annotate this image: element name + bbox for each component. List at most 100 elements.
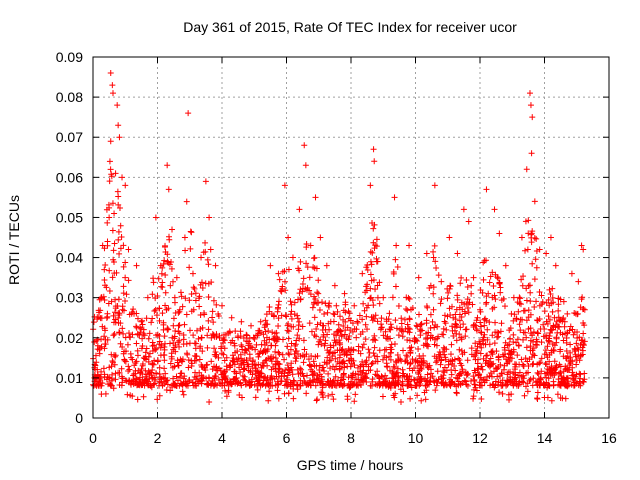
roti-point: [439, 331, 446, 338]
roti-point: [91, 339, 98, 346]
roti-point: [371, 353, 378, 360]
x-tick-label: 4: [218, 430, 226, 446]
roti-point: [423, 360, 430, 367]
roti-point: [218, 350, 225, 357]
roti-point: [355, 343, 362, 350]
roti-point: [581, 306, 588, 313]
roti-point: [452, 321, 459, 328]
roti-point: [509, 380, 516, 387]
roti-point: [440, 382, 447, 389]
roti-point: [333, 363, 340, 370]
roti-point: [386, 353, 393, 360]
roti-point: [107, 138, 114, 145]
roti-point: [405, 378, 412, 385]
roti-point: [109, 357, 116, 364]
roti-point: [288, 315, 295, 322]
roti-point: [305, 356, 312, 363]
roti-point: [529, 228, 536, 235]
roti-point: [479, 382, 486, 389]
roti-point: [544, 354, 551, 361]
roti-point: [254, 368, 261, 375]
roti-point: [413, 322, 420, 329]
roti-point: [256, 350, 263, 357]
roti-point: [287, 298, 294, 305]
roti-point: [289, 381, 296, 388]
roti-point: [196, 295, 203, 302]
roti-point: [240, 376, 247, 383]
roti-point: [321, 367, 328, 374]
roti-point: [390, 371, 397, 378]
roti-point: [536, 289, 543, 296]
roti-point: [549, 326, 556, 333]
roti-point: [349, 374, 356, 381]
roti-point: [479, 366, 486, 373]
roti-point: [268, 342, 275, 349]
roti-point: [101, 282, 108, 289]
roti-point: [156, 392, 163, 399]
roti-point: [495, 275, 502, 282]
roti-point: [507, 325, 514, 332]
roti-point: [543, 299, 550, 306]
roti-point: [248, 322, 255, 329]
roti-point: [179, 303, 186, 310]
roti-point: [472, 381, 479, 388]
roti-point: [281, 278, 288, 285]
roti-point: [360, 367, 367, 374]
roti-point: [562, 395, 569, 402]
roti-point: [340, 323, 347, 330]
roti-point: [167, 387, 174, 394]
roti-point: [109, 200, 116, 207]
roti-point: [541, 394, 548, 401]
roti-point: [555, 307, 562, 314]
roti-point: [138, 318, 145, 325]
roti-point: [483, 293, 490, 300]
roti-point: [101, 277, 108, 284]
roti-point: [425, 329, 432, 336]
roti-point: [432, 336, 439, 343]
roti-point: [378, 324, 385, 331]
roti-point: [444, 313, 451, 320]
roti-point: [542, 360, 549, 367]
roti-point: [546, 333, 553, 340]
roti-point: [427, 311, 434, 318]
roti-point: [516, 294, 523, 301]
roti-point: [156, 364, 163, 371]
roti-point: [151, 342, 158, 349]
roti-point: [546, 339, 553, 346]
roti-point: [109, 82, 116, 89]
roti-point: [477, 286, 484, 293]
roti-point: [285, 328, 292, 335]
roti-point: [406, 242, 413, 249]
roti-point: [281, 390, 288, 397]
roti-point: [483, 186, 490, 193]
roti-point: [433, 359, 440, 366]
roti-point: [390, 363, 397, 370]
roti-point: [134, 396, 141, 403]
roti-point: [140, 326, 147, 333]
roti-point: [435, 351, 442, 358]
roti-point: [434, 368, 441, 375]
roti-point: [497, 284, 504, 291]
roti-point: [515, 342, 522, 349]
roti-point: [456, 331, 463, 338]
roti-point: [110, 312, 117, 319]
y-tick-label: 0.07: [56, 129, 83, 145]
roti-point: [122, 348, 129, 355]
roti-point: [551, 358, 558, 365]
roti-point: [273, 338, 280, 345]
roti-point: [376, 279, 383, 286]
roti-point: [345, 357, 352, 364]
roti-point: [534, 369, 541, 376]
roti-point: [155, 275, 162, 282]
roti-point: [188, 362, 195, 369]
roti-point: [238, 341, 245, 348]
roti-point: [500, 366, 507, 373]
roti-point: [376, 300, 383, 307]
roti-point: [321, 359, 328, 366]
roti-point: [578, 337, 585, 344]
roti-point: [222, 375, 229, 382]
roti-point: [261, 337, 268, 344]
roti-point: [376, 347, 383, 354]
roti-point: [173, 382, 180, 389]
roti-point: [499, 377, 506, 384]
